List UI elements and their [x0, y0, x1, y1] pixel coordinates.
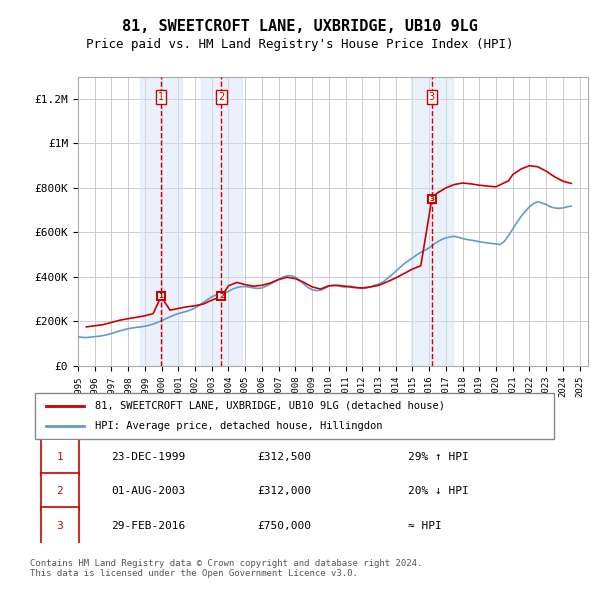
- Text: 20% ↓ HPI: 20% ↓ HPI: [408, 486, 469, 496]
- Text: 2: 2: [219, 293, 224, 299]
- FancyBboxPatch shape: [35, 394, 554, 438]
- Text: 1: 1: [56, 452, 63, 462]
- Text: 2: 2: [218, 92, 224, 102]
- Text: 29-FEB-2016: 29-FEB-2016: [111, 520, 185, 530]
- FancyBboxPatch shape: [41, 438, 79, 476]
- Text: £312,000: £312,000: [257, 486, 311, 496]
- FancyBboxPatch shape: [41, 473, 79, 510]
- Text: 3: 3: [429, 92, 435, 102]
- Text: Price paid vs. HM Land Registry's House Price Index (HPI): Price paid vs. HM Land Registry's House …: [86, 38, 514, 51]
- Text: 3: 3: [430, 196, 434, 202]
- Text: 1: 1: [158, 293, 164, 299]
- Text: 1: 1: [158, 92, 164, 102]
- Text: 81, SWEETCROFT LANE, UXBRIDGE, UB10 9LG (detached house): 81, SWEETCROFT LANE, UXBRIDGE, UB10 9LG …: [95, 401, 445, 411]
- Text: £750,000: £750,000: [257, 520, 311, 530]
- Text: ≈ HPI: ≈ HPI: [408, 520, 442, 530]
- Text: 29% ↑ HPI: 29% ↑ HPI: [408, 452, 469, 462]
- Text: 3: 3: [56, 520, 63, 530]
- Text: Contains HM Land Registry data © Crown copyright and database right 2024.
This d: Contains HM Land Registry data © Crown c…: [30, 559, 422, 578]
- Bar: [140, 77, 182, 366]
- Text: 2: 2: [56, 486, 63, 496]
- Bar: [200, 77, 242, 366]
- Text: 23-DEC-1999: 23-DEC-1999: [111, 452, 185, 462]
- Bar: [411, 77, 453, 366]
- Text: 01-AUG-2003: 01-AUG-2003: [111, 486, 185, 496]
- FancyBboxPatch shape: [41, 507, 79, 544]
- Text: 81, SWEETCROFT LANE, UXBRIDGE, UB10 9LG: 81, SWEETCROFT LANE, UXBRIDGE, UB10 9LG: [122, 19, 478, 34]
- Text: HPI: Average price, detached house, Hillingdon: HPI: Average price, detached house, Hill…: [95, 421, 382, 431]
- Text: £312,500: £312,500: [257, 452, 311, 462]
